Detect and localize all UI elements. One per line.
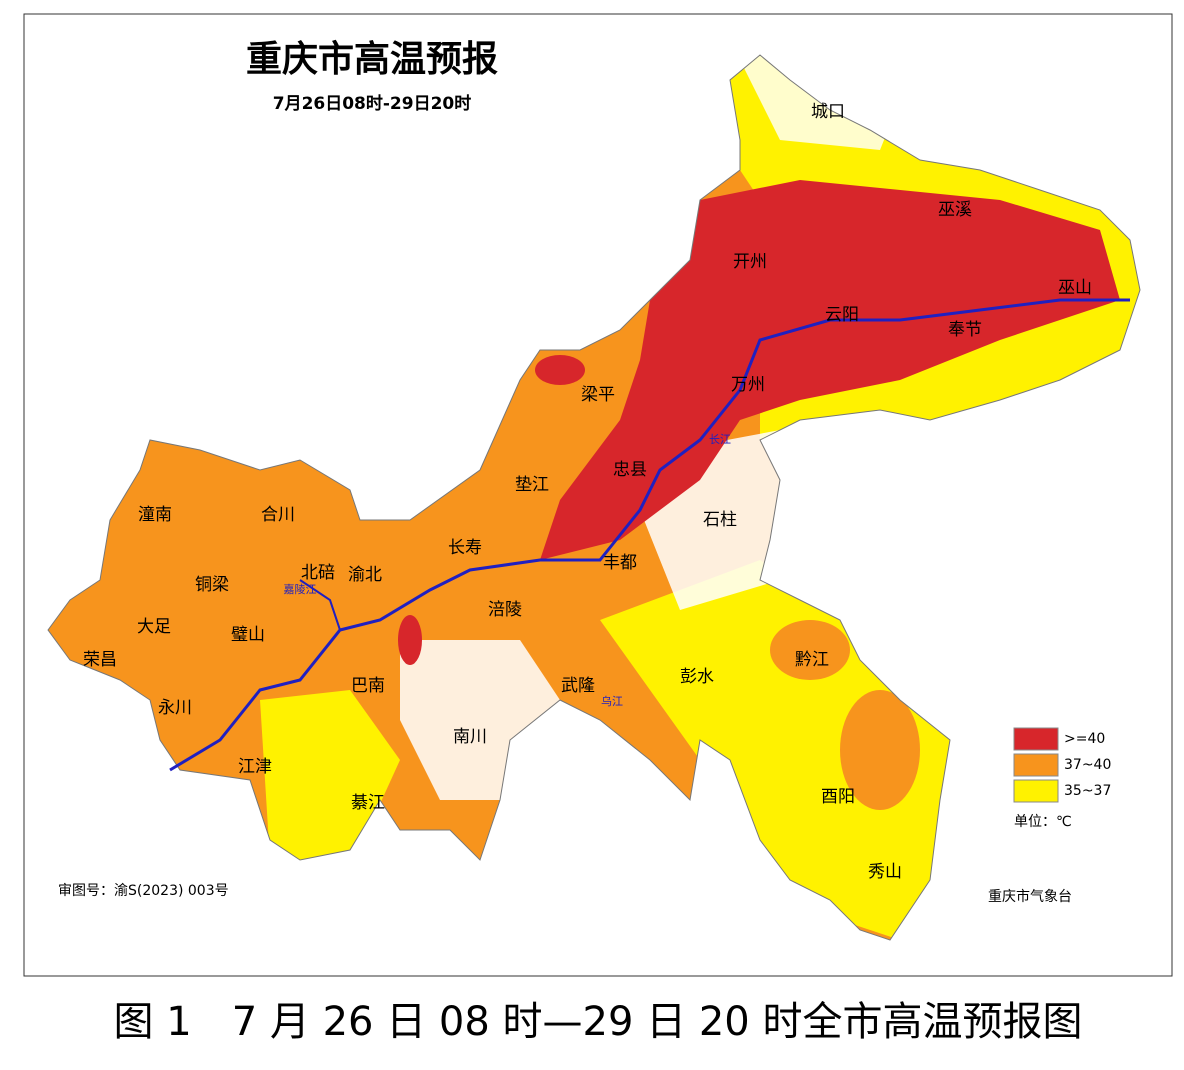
legend-label: >=40 xyxy=(1064,731,1105,747)
map-title: 重庆市高温预报 xyxy=(246,38,498,80)
legend-swatch xyxy=(1013,727,1059,751)
district-label: 綦江 xyxy=(351,793,385,813)
district-label: 永川 xyxy=(158,698,192,718)
district-label: 荣昌 xyxy=(83,650,117,670)
legend-swatch xyxy=(1013,753,1059,777)
district-label: 武隆 xyxy=(561,676,595,696)
district-label: 潼南 xyxy=(138,505,172,525)
figure-caption: 图 1 7 月 26 日 08 时—29 日 20 时全市高温预报图 xyxy=(114,999,1083,1045)
legend-label: 35~37 xyxy=(1064,783,1111,799)
district-label: 垫江 xyxy=(515,475,549,495)
district-label: 黔江 xyxy=(795,650,829,670)
district-label: 梁平 xyxy=(581,385,615,405)
legend-swatch xyxy=(1013,779,1059,803)
district-label: 万州 xyxy=(731,375,765,395)
district-label: 江津 xyxy=(238,757,272,777)
agency: 重庆市气象台 xyxy=(988,888,1072,905)
river xyxy=(299,579,341,631)
district-label: 云阳 xyxy=(825,305,859,325)
district-label: 渝北 xyxy=(348,565,382,585)
map-subtitle: 7月26日08时-29日20时 xyxy=(273,94,472,114)
district-label: 奉节 xyxy=(948,320,982,340)
district-label: 南川 xyxy=(453,727,487,747)
river-label: 长江 xyxy=(709,433,731,446)
district-label: 铜梁 xyxy=(195,575,229,595)
district-label: 忠县 xyxy=(613,460,647,480)
district-label: 丰都 xyxy=(603,553,637,573)
district-label: 石柱 xyxy=(703,510,737,530)
district-label: 彭水 xyxy=(680,667,714,687)
district-label: 酉阳 xyxy=(821,787,855,807)
district-label: 涪陵 xyxy=(488,600,522,620)
river-label: 乌江 xyxy=(601,694,623,708)
district-label: 城口 xyxy=(811,102,845,122)
district-label: 秀山 xyxy=(868,862,902,882)
legend-label: 37~40 xyxy=(1064,757,1111,773)
district-label: 开州 xyxy=(733,252,767,272)
district-label: 巴南 xyxy=(351,676,385,696)
district-label: 璧山 xyxy=(231,625,265,645)
legend-unit: 单位：℃ xyxy=(1014,814,1072,830)
district-label: 合川 xyxy=(261,505,295,525)
district-label: 巫溪 xyxy=(938,200,972,220)
district-label: 长寿 xyxy=(448,538,482,558)
river-label: 嘉陵江 xyxy=(284,582,317,596)
district-label: 北碚 xyxy=(301,563,335,583)
district-label: 大足 xyxy=(137,617,171,637)
approval-number: 审图号：渝S(2023) 003号 xyxy=(58,883,229,899)
district-label: 巫山 xyxy=(1058,278,1092,298)
river xyxy=(169,298,1130,772)
